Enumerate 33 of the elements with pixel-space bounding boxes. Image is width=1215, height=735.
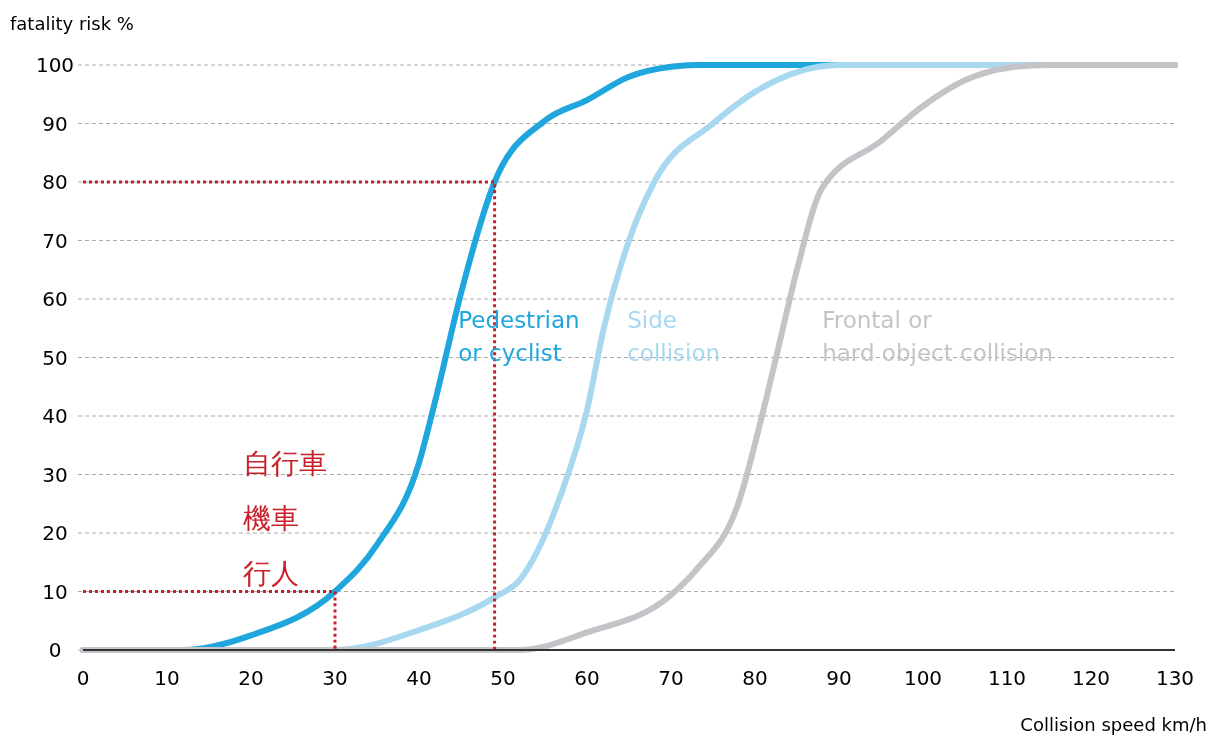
y-tick-label: 60 [42,287,68,311]
annotation: 自行車 [242,446,327,480]
y-tick-label: 100 [35,53,75,77]
x-tick-label: 70 [658,666,684,690]
x-tick-label: 60 [574,666,600,690]
annotation: 機車 [242,501,299,535]
y-tick-label: 10 [42,579,68,604]
annotation: 行人 [242,556,299,590]
x-tick-label: 130 [1155,666,1195,690]
series-label: Pedestrian or cyclist [458,307,580,367]
x-tick-label: 20 [238,666,264,690]
y-tick-label: 80 [42,170,68,194]
x-tick-label: 80 [742,666,768,690]
y-axis-title: fatality risk % [10,13,134,34]
series-label: Side collision [627,307,721,367]
y-tick-label: 20 [42,521,68,545]
x-axis-title: Collision speed km/h [1020,714,1207,735]
x-tick-label: 100 [903,666,943,690]
y-tick-label: 70 [42,228,68,253]
x-tick-label: 110 [987,666,1027,690]
y-tick-label: 40 [42,404,68,428]
x-tick-label: 0 [76,666,90,690]
series-label: Frontal or hard object collision [822,307,1053,367]
y-tick-label: 90 [42,111,68,136]
x-tick-label: 40 [406,666,432,690]
x-tick-label: 10 [154,666,180,690]
x-tick-label: 120 [1071,666,1111,690]
y-tick-label: 30 [42,462,68,487]
x-tick-label: 30 [322,666,348,690]
y-tick-label: 0 [48,638,62,662]
y-tick-label: 50 [42,345,68,370]
x-tick-label: 50 [490,666,516,690]
x-tick-label: 90 [826,666,852,690]
